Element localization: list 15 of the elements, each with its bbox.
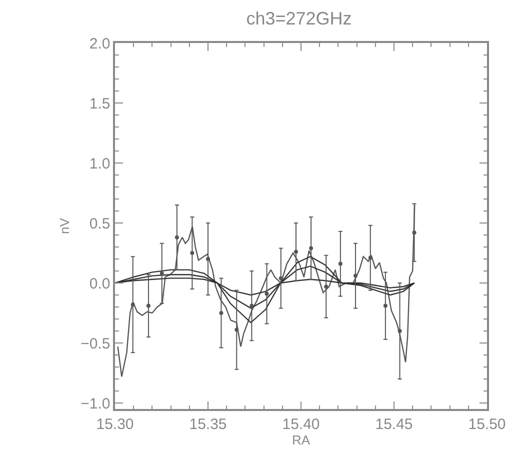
y-tick-label: 0.0 <box>89 275 110 292</box>
y-axis-title: nV <box>57 218 72 234</box>
y-tick-label: 1.0 <box>89 155 110 172</box>
chart-title: ch3=272GHz <box>246 8 352 28</box>
x-tick-label: 15.40 <box>282 416 320 433</box>
x-tick-label: 15.45 <box>375 416 413 433</box>
x-tick-label: 15.35 <box>189 416 227 433</box>
x-axis-title: RA <box>292 432 310 448</box>
y-tick-label: −1.0 <box>80 395 110 412</box>
y-tick-label: 0.5 <box>89 215 110 232</box>
y-tick-label: −0.5 <box>80 335 110 352</box>
x-tick-label: 15.30 <box>96 416 134 433</box>
y-tick-label: 2.0 <box>89 35 110 52</box>
y-tick-label: 1.5 <box>89 95 110 112</box>
x-tick-label: 15.50 <box>468 416 506 433</box>
